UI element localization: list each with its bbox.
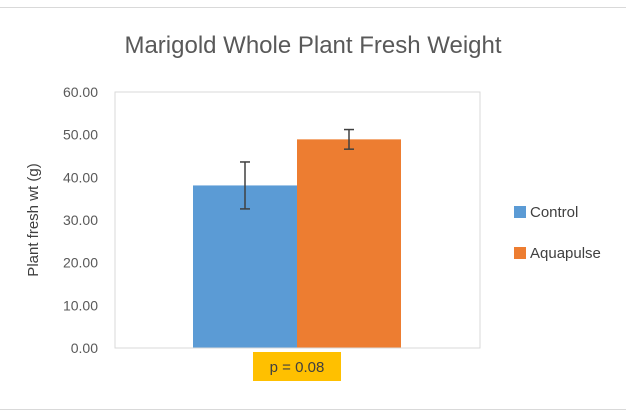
- legend-swatch-control: [514, 206, 526, 218]
- top-border: [0, 7, 626, 8]
- p-value-highlight: [253, 352, 341, 381]
- bar-aquapulse: [297, 139, 401, 348]
- y-tick-label: 0.00: [71, 340, 98, 356]
- legend-label-control: Control: [530, 204, 578, 221]
- y-tick-label: 20.00: [63, 255, 98, 271]
- y-axis-title: Plant fresh wt (g): [25, 163, 42, 276]
- legend: Control Aquapulse: [514, 204, 601, 262]
- bars: [193, 139, 401, 348]
- bottom-border: [0, 409, 626, 410]
- y-tick-label: 10.00: [63, 297, 98, 313]
- y-tick-label: 50.00: [63, 127, 98, 143]
- legend-label-aquapulse: Aquapulse: [530, 245, 601, 262]
- y-tick-label: 60.00: [63, 84, 98, 100]
- legend-swatch-aquapulse: [514, 247, 526, 259]
- error-bars: [240, 128, 354, 210]
- p-value-annotation: p = 0.08: [253, 352, 341, 381]
- y-tick-label: 30.00: [63, 212, 98, 228]
- bar-control: [193, 185, 297, 348]
- p-value-label: p = 0.08: [270, 359, 325, 376]
- y-tick-label: 40.00: [63, 169, 98, 185]
- chart-title: Marigold Whole Plant Fresh Weight: [124, 32, 501, 59]
- y-tick-labels: 0.00 10.00 20.00 30.00 40.00 50.00 60.00: [63, 84, 98, 356]
